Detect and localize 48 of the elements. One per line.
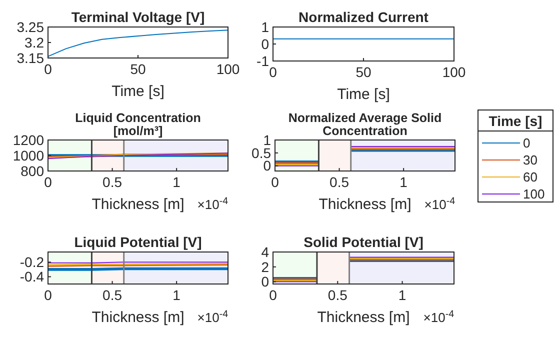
y-tick-label: -1 [256, 52, 270, 69]
legend-title: Time [s] [488, 113, 542, 129]
y-tick-label: 1000 [12, 147, 44, 164]
legend-label: 0 [523, 136, 530, 151]
x-axis-title: Thickness [m] [92, 196, 184, 213]
x-tick-label: 0.5 [330, 174, 350, 190]
y-tick-label: 800 [20, 162, 44, 179]
x-tick-label: 0.5 [328, 287, 348, 303]
x-tick-label: 100 [442, 64, 466, 80]
x-tick-label: 1 [172, 174, 181, 190]
x-tick-label: 50 [130, 61, 146, 77]
chart-title: Liquid Concentration [mol/m³] [75, 111, 201, 138]
chart-title: Terminal Voltage [V] [71, 9, 205, 25]
y-tick-label: 4 [261, 244, 270, 260]
chart-title: Liquid Potential [V] [74, 234, 202, 250]
x-tick-label: 50 [356, 64, 372, 80]
chart-title: Normalized Current [298, 9, 429, 25]
legend-label: 100 [523, 186, 545, 202]
y-tick-label: -0.4 [20, 268, 44, 285]
x-tick-label: 0.5 [102, 174, 122, 190]
y-tick-label: 3.15 [16, 50, 44, 66]
legend-label: 30 [523, 152, 538, 168]
x-axis-title: Time [s] [337, 86, 390, 103]
y-tick-label: 1200 [12, 132, 44, 148]
y-tick-label: 2 [261, 258, 270, 275]
text: ×10$^{-4}$ [197, 196, 229, 212]
y-tick-label: 0 [261, 274, 270, 290]
y-tick-label: 1 [261, 18, 270, 35]
chart-title: Normalized Average Solid Concentration [288, 111, 442, 138]
y-tick-label: 3.2 [24, 34, 44, 50]
chart-title: Solid Potential [V] [304, 234, 424, 250]
line-series [48, 30, 228, 57]
x-axis-title: Time [s] [112, 83, 164, 100]
text: ×10$^{-4}$ [424, 196, 456, 212]
x-axis-title: Thickness [m] [92, 309, 184, 326]
y-tick-label: 3.25 [16, 18, 44, 35]
x-tick-label: 1 [398, 287, 406, 303]
y-tick-label: 0 [261, 36, 270, 52]
legend-label: 60 [523, 170, 538, 185]
x-axis-title: Thickness [m] [318, 196, 412, 213]
x-tick-label: 0.5 [102, 287, 122, 303]
text: ×10$^{-4}$ [197, 308, 229, 325]
x-tick-label: 100 [216, 61, 240, 77]
y-tick-label: -0.2 [20, 254, 44, 270]
x-axis-title: Thickness [m] [317, 309, 410, 326]
x-tick-label: 1 [400, 174, 408, 190]
text: ×10$^{-4}$ [423, 308, 455, 325]
x-tick-label: 1 [172, 287, 181, 303]
